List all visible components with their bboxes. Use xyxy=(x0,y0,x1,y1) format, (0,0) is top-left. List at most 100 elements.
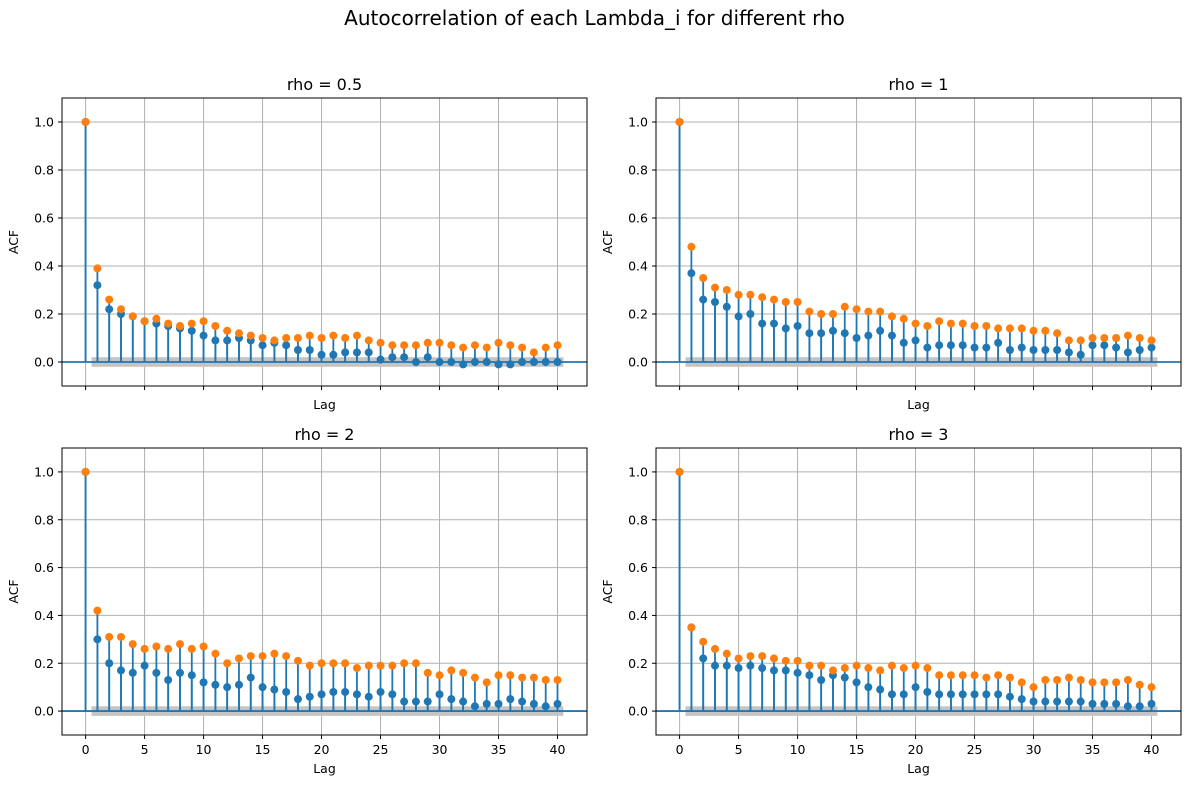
stem-marker xyxy=(1029,683,1038,692)
stem-marker xyxy=(459,343,468,352)
stem-marker xyxy=(946,319,955,328)
stem-marker xyxy=(1064,336,1073,345)
x-axis-label: Lag xyxy=(313,397,336,412)
subplot-title: rho = 1 xyxy=(889,75,949,94)
stem-marker xyxy=(199,317,208,326)
stem-marker xyxy=(710,644,719,653)
stem-marker xyxy=(305,331,314,340)
stem-marker xyxy=(876,666,885,675)
stem-marker xyxy=(518,343,527,352)
stem-marker xyxy=(1135,680,1144,689)
stem-marker xyxy=(1088,678,1097,687)
x-tick-label: 40 xyxy=(1144,742,1160,757)
stem-marker xyxy=(793,298,802,306)
y-tick-label: 0.0 xyxy=(34,355,54,370)
stem-marker xyxy=(317,334,326,342)
y-tick-label: 0.8 xyxy=(628,512,648,527)
stem-marker xyxy=(1076,336,1085,345)
stem-marker xyxy=(958,671,967,680)
stem-marker xyxy=(81,467,90,476)
stem-marker xyxy=(935,317,944,326)
stem-marker xyxy=(494,338,503,347)
stem-marker xyxy=(758,293,767,302)
stem-marker xyxy=(970,322,979,330)
stem-marker xyxy=(234,329,243,338)
subplot-title: rho = 0.5 xyxy=(287,75,362,94)
stem-marker xyxy=(553,675,562,684)
stem-marker xyxy=(1064,673,1073,682)
stem-marker xyxy=(234,654,243,663)
stem-marker xyxy=(746,652,755,661)
stem-marker xyxy=(352,664,361,673)
stem-marker xyxy=(994,324,1003,333)
x-tick-label: 30 xyxy=(432,742,448,757)
y-tick-label: 0.8 xyxy=(34,512,54,527)
stem-marker xyxy=(529,673,538,682)
stem-marker xyxy=(852,305,861,314)
y-axis-label: ACF xyxy=(600,579,615,603)
stem-marker xyxy=(400,659,409,668)
y-axis-label: ACF xyxy=(6,579,21,603)
stem-marker xyxy=(246,331,255,340)
stem-marker xyxy=(93,606,102,615)
stem-marker xyxy=(769,654,778,663)
stem-marker xyxy=(1029,326,1038,335)
stem-marker xyxy=(746,290,755,299)
y-tick-label: 0.2 xyxy=(34,656,54,671)
stem-marker xyxy=(722,286,731,294)
x-tick-label: 15 xyxy=(849,742,865,757)
stem-marker xyxy=(935,671,944,680)
x-tick-label: 35 xyxy=(1085,742,1101,757)
stem-marker xyxy=(270,336,279,345)
stem-marker xyxy=(223,659,232,668)
stem-marker xyxy=(675,118,684,126)
x-tick-label: 5 xyxy=(141,742,149,757)
series-2 xyxy=(81,118,562,362)
subplot-2: 0.0 0.2 0.4 0.6 0.8 1.0 rho = 1 Lag ACF xyxy=(600,75,1182,412)
stem-marker xyxy=(270,649,279,658)
stem-marker xyxy=(140,317,149,326)
stem-marker xyxy=(1017,324,1026,333)
stem-marker xyxy=(734,290,743,299)
stem-marker xyxy=(1112,678,1121,687)
x-axis-label: Lag xyxy=(907,397,930,412)
stem-marker xyxy=(710,283,719,292)
subplot-title: rho = 3 xyxy=(889,425,949,444)
axes-frame xyxy=(61,447,588,736)
series-2 xyxy=(675,467,1156,712)
stem-marker xyxy=(1076,675,1085,684)
stem-marker xyxy=(152,642,161,651)
x-tick-label: 20 xyxy=(314,742,330,757)
stem-marker xyxy=(482,343,491,352)
stem-marker xyxy=(970,671,979,680)
stem-marker xyxy=(1123,675,1132,684)
y-tick-label: 0.4 xyxy=(628,608,648,623)
stem-marker xyxy=(116,632,125,641)
stem-marker xyxy=(876,307,885,316)
y-tick-label: 1.0 xyxy=(628,115,648,130)
stem-marker xyxy=(1112,334,1121,342)
series-2 xyxy=(81,467,562,712)
stem-marker xyxy=(911,661,920,670)
stem-marker xyxy=(376,661,385,670)
stem-marker xyxy=(506,671,515,680)
x-tick-label: 0 xyxy=(82,742,90,757)
stem-marker xyxy=(1088,334,1097,342)
stem-marker xyxy=(329,659,338,668)
x-tick-label: 10 xyxy=(196,742,212,757)
stem-marker xyxy=(317,659,326,668)
stem-marker xyxy=(187,319,196,328)
y-axis-label: ACF xyxy=(600,230,615,254)
stem-marker xyxy=(223,326,232,335)
stem-marker xyxy=(1100,678,1109,687)
figure-suptitle: Autocorrelation of each Lambda_i for dif… xyxy=(344,6,845,30)
stem-marker xyxy=(1053,675,1062,684)
stem-marker xyxy=(128,312,137,321)
x-tick-label: 30 xyxy=(1026,742,1042,757)
x-tick-label: 0 xyxy=(676,742,684,757)
stem-marker xyxy=(946,671,955,680)
y-tick-label: 0.6 xyxy=(34,211,54,226)
x-tick-label: 40 xyxy=(550,742,566,757)
